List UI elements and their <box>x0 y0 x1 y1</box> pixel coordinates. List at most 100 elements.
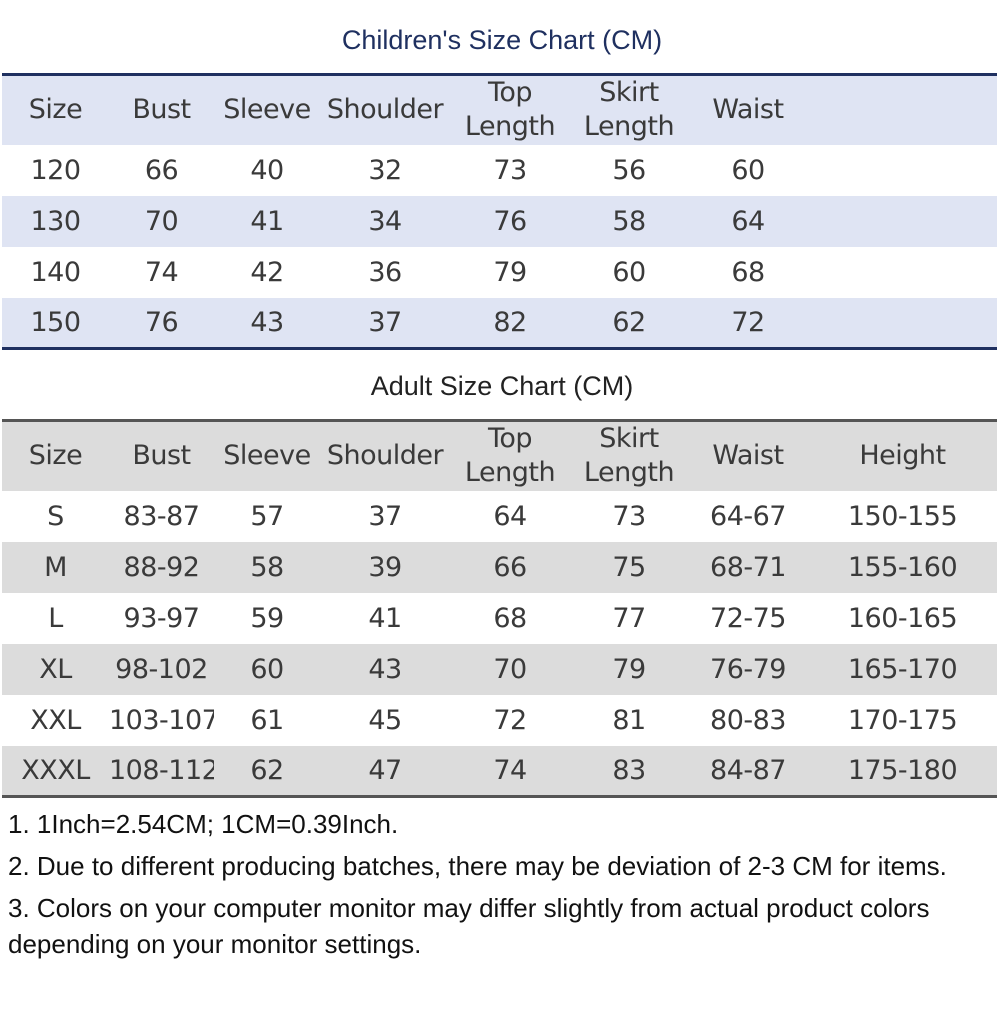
table-cell: 60 <box>612 256 646 288</box>
table-cell: 170-175 <box>847 704 958 736</box>
table-cell: 77 <box>612 602 646 634</box>
table-cell: 70 <box>493 653 527 685</box>
table-cell: 88-92 <box>123 551 200 583</box>
table-cell: XXL <box>30 704 81 736</box>
table-row: S 83-87 57 37 64 73 64-67 150-155 <box>2 491 997 542</box>
table-cell: 64 <box>493 500 527 532</box>
header-waist: Waist <box>712 440 784 472</box>
table-cell: S <box>47 500 64 532</box>
table-cell: 165-170 <box>847 653 958 685</box>
header-empty <box>808 75 997 145</box>
table-cell: 79 <box>493 256 527 288</box>
table-cell: 83 <box>612 754 646 786</box>
header-waist: Waist <box>712 94 784 126</box>
table-cell: 74 <box>144 256 179 288</box>
table-cell: 73 <box>612 500 646 532</box>
table-cell: 62 <box>250 754 284 786</box>
table-header-row: Size Bust Sleeve Shoulder Top Length Skir… <box>2 74 997 145</box>
header-shoulder: Shoulder <box>326 94 444 126</box>
adult-size-chart-title: Adult Size Chart (CM) <box>370 371 634 401</box>
table-cell: 64-67 <box>710 500 786 532</box>
table-cell: 43 <box>250 306 284 338</box>
table-cell: 59 <box>250 602 284 634</box>
table-cell: 45 <box>368 704 402 736</box>
table-cell: 56 <box>612 154 646 186</box>
table-cell <box>808 196 997 247</box>
table-row: M 88-92 58 39 66 75 68-71 155-160 <box>2 541 997 593</box>
table-cell: 73 <box>493 154 527 186</box>
header-size: Size <box>28 440 83 472</box>
table-row: 140 74 42 36 79 60 68 <box>2 247 997 298</box>
table-header-row: Size Bust Sleeve Shoulder Top Length Skir… <box>2 420 997 491</box>
adult-size-table: Size Bust Sleeve Shoulder Top Length Skir… <box>2 419 997 798</box>
table-cell: 98-102 <box>115 653 208 685</box>
table-cell: 74 <box>493 754 527 786</box>
table-row: XL 98-102 60 43 70 79 76-79 165-170 <box>2 643 997 695</box>
table-cell: 61 <box>250 704 284 736</box>
table-cell: 160-165 <box>847 602 958 634</box>
table-cell: 43 <box>368 653 402 685</box>
table-cell: 40 <box>250 154 284 186</box>
table-cell: 81 <box>612 704 646 736</box>
table-cell: 130 <box>30 205 81 237</box>
table-cell: 93-97 <box>123 602 200 634</box>
table-cell: 72-75 <box>710 602 786 634</box>
table-cell: 66 <box>144 154 179 186</box>
table-cell: XXXL <box>21 754 90 786</box>
table-cell: 60 <box>731 154 765 186</box>
table-cell: 66 <box>493 551 527 583</box>
table-cell: 70 <box>144 205 179 237</box>
note-deviation: 2. Due to different producing batches, t… <box>8 851 947 881</box>
table-cell: 140 <box>30 256 81 288</box>
table-row: 130 70 41 34 76 58 64 <box>2 195 997 247</box>
table-cell: 41 <box>368 602 402 634</box>
header-bust: Bust <box>132 94 191 126</box>
table-cell: 42 <box>250 256 284 288</box>
table-cell: 39 <box>368 551 402 583</box>
table-cell: 120 <box>30 154 81 186</box>
table-cell: 72 <box>493 704 527 736</box>
table-cell: 37 <box>368 306 402 338</box>
table-cell: 72 <box>731 306 765 338</box>
header-shoulder: Shoulder <box>326 440 444 472</box>
table-cell: 79 <box>612 653 646 685</box>
table-row: 120 66 40 32 73 56 60 <box>2 145 997 196</box>
table-cell: 64 <box>731 205 765 237</box>
note-conversion: 1. 1Inch=2.54CM; 1CM=0.39Inch. <box>8 809 399 839</box>
table-cell: 68-71 <box>710 551 786 583</box>
table-cell: 58 <box>612 205 646 237</box>
table-cell: 150 <box>30 306 81 338</box>
table-row: L 93-97 59 41 68 77 72-75 160-165 <box>2 593 997 644</box>
header-skirt-length: Skirt Length <box>583 77 675 143</box>
children-size-table: Size Bust Sleeve Shoulder Top Length Skir… <box>2 73 997 350</box>
header-height: Height <box>859 440 946 472</box>
header-top-length: Top Length <box>464 77 556 143</box>
header-sleeve: Sleeve <box>223 94 311 126</box>
note-colors: 3. Colors on your computer monitor may d… <box>8 893 930 959</box>
notes: 1. 1Inch=2.54CM; 1CM=0.39Inch. 2. Due to… <box>8 806 998 968</box>
table-cell: 68 <box>731 256 765 288</box>
table-row: 150 76 43 37 82 62 72 <box>2 297 997 349</box>
table-cell <box>808 145 997 196</box>
table-cell: 76-79 <box>710 653 786 685</box>
table-cell: XL <box>39 653 72 685</box>
table-cell: 76 <box>144 306 179 338</box>
table-cell: 68 <box>493 602 527 634</box>
children-size-chart-title: Children's Size Chart (CM) <box>341 25 663 55</box>
table-cell: 60 <box>250 653 284 685</box>
table-cell: 84-87 <box>710 754 786 786</box>
header-top-length: Top Length <box>464 423 556 489</box>
table-cell: 150-155 <box>847 500 958 532</box>
table-cell: M <box>44 551 67 583</box>
table-cell: 41 <box>250 205 284 237</box>
table-cell: 34 <box>368 205 402 237</box>
table-cell <box>808 247 997 298</box>
table-cell: 62 <box>612 306 646 338</box>
table-row: XXXL 108-112 62 47 74 83 84-87 175-180 <box>2 745 997 797</box>
table-cell: 57 <box>250 500 284 532</box>
table-cell: 36 <box>368 256 402 288</box>
table-cell: 103-107 <box>109 704 214 736</box>
table-cell: 58 <box>250 551 284 583</box>
table-cell: 82 <box>493 306 527 338</box>
table-cell: 83-87 <box>123 500 200 532</box>
